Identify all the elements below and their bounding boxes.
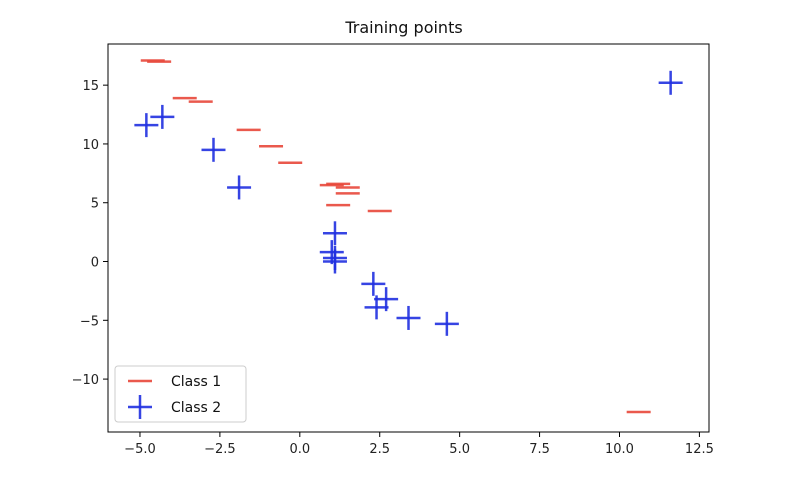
y-tick-label: 5 bbox=[91, 197, 99, 212]
class-2-point bbox=[322, 249, 347, 274]
legend-plus-marker bbox=[128, 395, 152, 419]
legend: Class 1 Class 2 bbox=[114, 365, 247, 423]
chart-title: Training points bbox=[344, 18, 462, 37]
class-2-point bbox=[201, 137, 226, 162]
x-tick-label: 10.0 bbox=[605, 442, 634, 457]
class-2-point bbox=[364, 295, 389, 320]
x-tick-label: 7.5 bbox=[529, 442, 550, 457]
class-2-point bbox=[150, 104, 175, 129]
y-tick-label: 0 bbox=[91, 256, 99, 271]
plot-area-frame bbox=[107, 43, 710, 433]
class-2-point bbox=[227, 175, 252, 200]
plot-marks bbox=[134, 59, 683, 414]
legend-symbol bbox=[128, 395, 152, 419]
y-tick-label: −5 bbox=[80, 314, 99, 329]
axes: −5.0 −2.5 0.0 2.5 5.0 7.5 10.0 12.5 −10 −5 0 5 10 15 bbox=[72, 79, 714, 457]
class-2-point bbox=[134, 113, 159, 138]
x-tick-label: −2.5 bbox=[204, 442, 236, 457]
class-2-point bbox=[361, 271, 386, 296]
y-tick-label: 15 bbox=[82, 79, 99, 94]
class-2-point bbox=[322, 221, 347, 246]
legend-label: Class 2 bbox=[171, 400, 221, 416]
x-tick-label: 12.5 bbox=[685, 442, 714, 457]
class-2-point bbox=[434, 311, 459, 336]
class-2-point bbox=[396, 305, 421, 330]
class-2-point bbox=[658, 70, 683, 95]
y-tick-label: 10 bbox=[82, 138, 99, 153]
x-tick-label: 0.0 bbox=[289, 442, 310, 457]
legend-label: Class 1 bbox=[171, 374, 221, 390]
y-tick-label: −10 bbox=[72, 373, 99, 388]
x-tick-label: −5.0 bbox=[124, 442, 156, 457]
x-tick-label: 5.0 bbox=[449, 442, 470, 457]
class-2-point bbox=[319, 240, 344, 265]
x-tick-label: 2.5 bbox=[369, 442, 390, 457]
